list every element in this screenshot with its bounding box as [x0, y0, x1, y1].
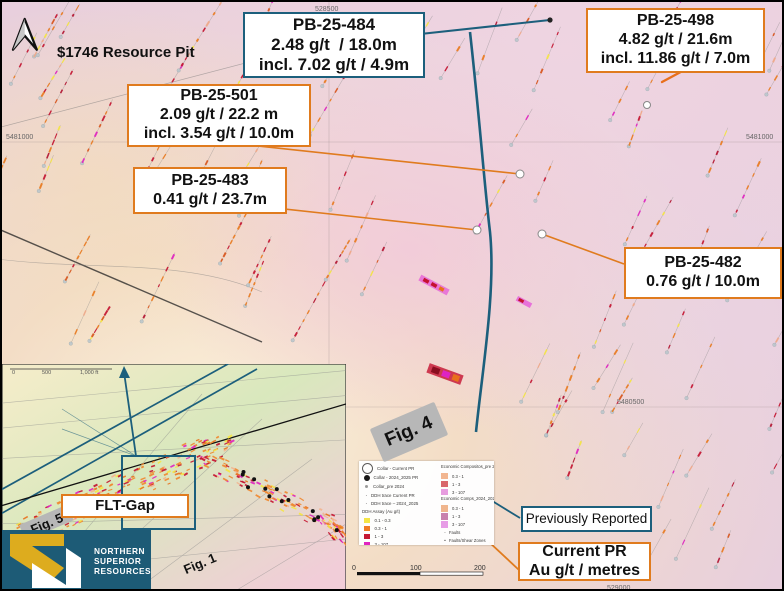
svg-text:5481000: 5481000: [6, 134, 33, 141]
svg-text:529000: 529000: [607, 585, 630, 591]
svg-text:NORTHERN: NORTHERN: [94, 546, 145, 556]
svg-text:5481000: 5481000: [746, 134, 773, 141]
svg-text:500: 500: [42, 370, 51, 376]
svg-text:100: 100: [410, 565, 422, 572]
svg-text:RESOURCES: RESOURCES: [94, 566, 151, 576]
svg-text:1,000 ft: 1,000 ft: [80, 370, 99, 376]
svg-text:SUPERIOR: SUPERIOR: [94, 556, 141, 566]
svg-text:5480500: 5480500: [617, 399, 644, 406]
svg-text:0: 0: [12, 370, 15, 376]
svg-text:0: 0: [352, 565, 356, 572]
svg-text:200 m: 200 m: [474, 565, 487, 572]
